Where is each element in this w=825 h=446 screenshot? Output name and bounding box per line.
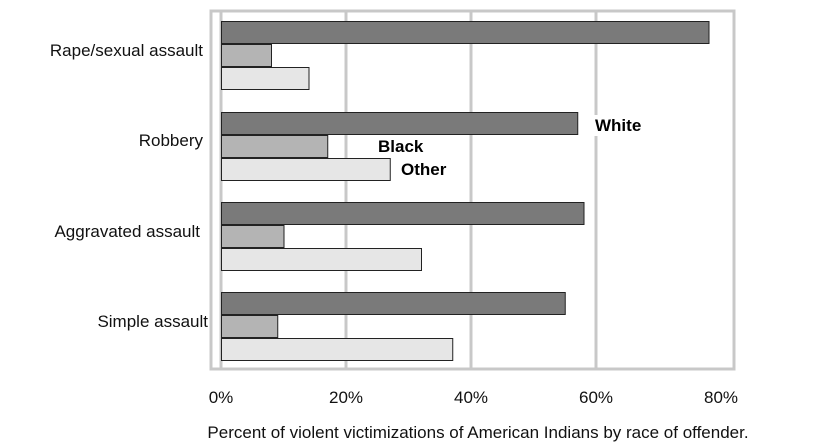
series-label-white: White — [595, 116, 641, 135]
category-labels: Rape/sexual assault Robbery Aggravated ass… — [50, 41, 208, 331]
series-label-black: Black — [378, 137, 424, 156]
x-tick-labels: 0% 20% 40% 60% 80% — [209, 388, 738, 407]
bar-black-3 — [222, 316, 278, 338]
x-tick-label: 80% — [704, 388, 738, 407]
bar-other-0 — [222, 68, 310, 90]
bar-black-2 — [222, 226, 285, 248]
bar-white-0 — [222, 22, 710, 44]
x-axis-title: Percent of violent victimizations of Ame… — [207, 423, 748, 442]
bar-white-1 — [222, 113, 578, 135]
x-tick-label: 0% — [209, 388, 234, 407]
bar-white-3 — [222, 293, 566, 315]
bar-other-2 — [222, 249, 422, 271]
bar-black-0 — [222, 45, 272, 67]
category-label: Aggravated assault — [54, 222, 200, 241]
x-tick-label: 20% — [329, 388, 363, 407]
bars — [222, 22, 710, 361]
category-label: Rape/sexual assault — [50, 41, 203, 60]
x-tick-label: 40% — [454, 388, 488, 407]
bar-white-2 — [222, 203, 585, 225]
bar-other-3 — [222, 339, 453, 361]
category-label: Robbery — [139, 131, 204, 150]
bar-black-1 — [222, 136, 328, 158]
category-label: Simple assault — [97, 312, 208, 331]
x-tick-label: 60% — [579, 388, 613, 407]
series-label-other: Other — [401, 160, 447, 179]
bar-other-1 — [222, 159, 391, 181]
